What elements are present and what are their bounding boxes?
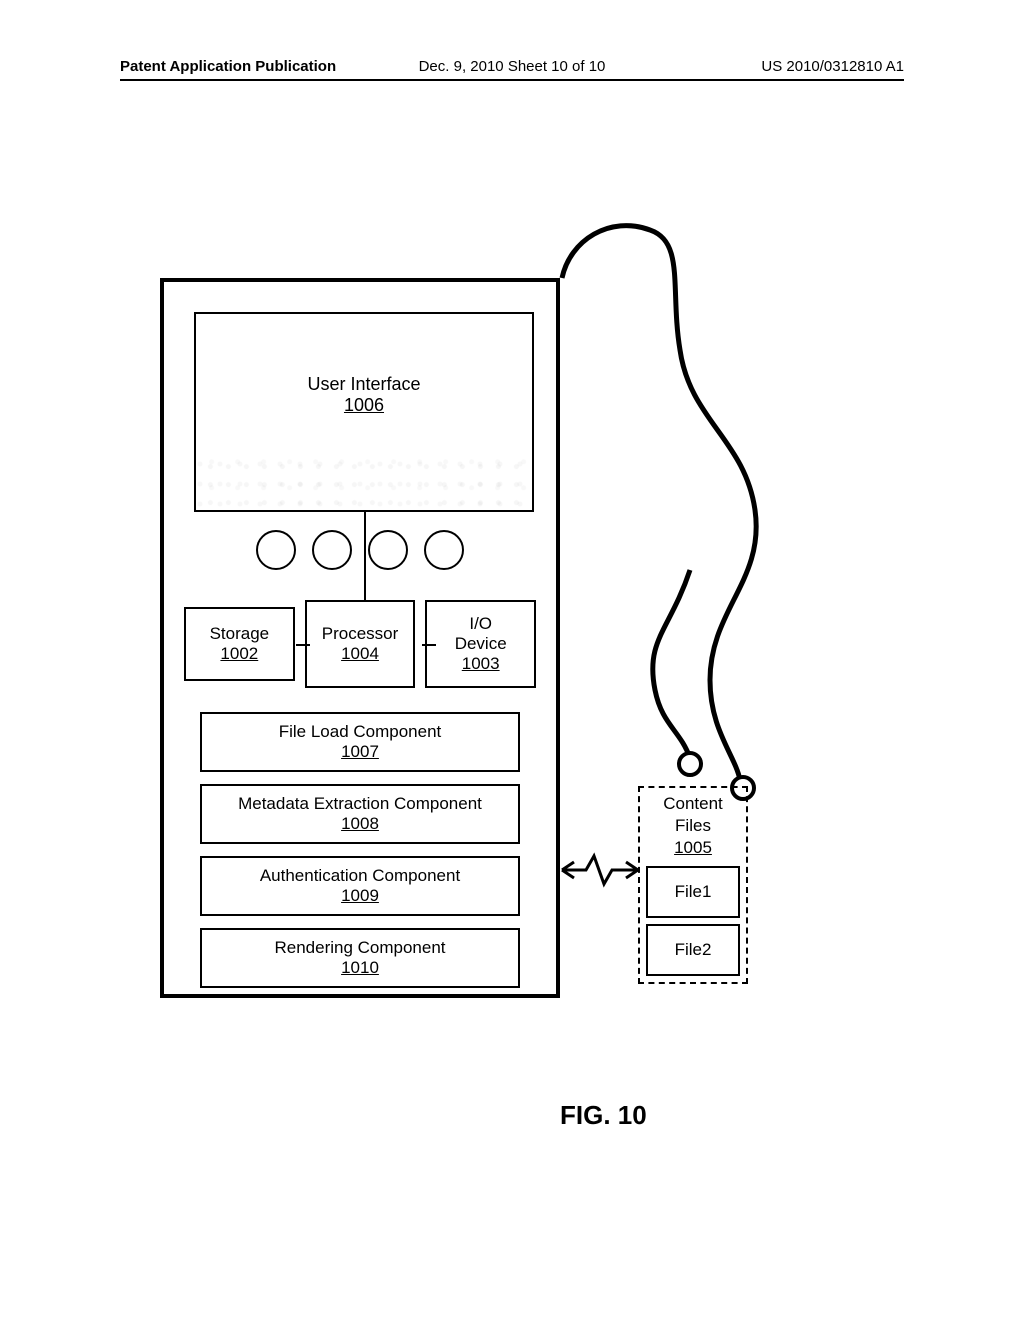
ui-ref: 1006 (196, 395, 532, 416)
device-button (312, 530, 352, 570)
component-ref: 1008 (206, 814, 514, 834)
component-label: Metadata Extraction Component (206, 794, 514, 814)
device-button (256, 530, 296, 570)
core-blocks-row: Storage 1002 Processor 1004 I/O Device 1… (184, 607, 536, 688)
storage-processor-connector (296, 644, 310, 646)
file-load-component-block: File Load Component 1007 (200, 712, 520, 772)
processor-io-connector (422, 644, 436, 646)
io-label-line2: Device (431, 634, 530, 654)
processor-label: Processor (311, 624, 410, 644)
patent-figure-page: Patent Application Publication Dec. 9, 2… (0, 0, 1024, 1320)
device-button (368, 530, 408, 570)
content-files-ref: 1005 (646, 838, 740, 858)
headphone-cable (540, 210, 850, 850)
device-outline: User Interface 1006 Storage 1002 Process… (160, 278, 560, 998)
component-label: Authentication Component (206, 866, 514, 886)
metadata-extraction-component-block: Metadata Extraction Component 1008 (200, 784, 520, 844)
device-buttons-row (164, 530, 556, 570)
device-to-files-connector (560, 850, 640, 890)
component-label: Rendering Component (206, 938, 514, 958)
storage-block: Storage 1002 (184, 607, 295, 681)
component-stack: File Load Component 1007 Metadata Extrac… (200, 712, 520, 988)
content-files-title-l1: Content (646, 794, 740, 814)
content-files-title-l2: Files (646, 816, 740, 836)
content-file-item: File2 (646, 924, 740, 976)
content-files-block: Content Files 1005 File1 File2 (638, 786, 748, 984)
page-header: Patent Application Publication Dec. 9, 2… (120, 58, 904, 81)
user-interface-block: User Interface 1006 (194, 312, 534, 512)
component-ref: 1007 (206, 742, 514, 762)
processor-ref: 1004 (311, 644, 410, 664)
file-label: File2 (675, 940, 712, 959)
figure-label: FIG. 10 (560, 1100, 647, 1131)
io-ref: 1003 (431, 654, 530, 674)
component-ref: 1010 (206, 958, 514, 978)
component-ref: 1009 (206, 886, 514, 906)
rendering-component-block: Rendering Component 1010 (200, 928, 520, 988)
file-label: File1 (675, 882, 712, 901)
device-button (424, 530, 464, 570)
ui-label: User Interface (196, 374, 532, 395)
storage-ref: 1002 (190, 644, 289, 664)
io-label-line1: I/O (431, 614, 530, 634)
component-label: File Load Component (206, 722, 514, 742)
header-right: US 2010/0312810 A1 (761, 58, 904, 75)
authentication-component-block: Authentication Component 1009 (200, 856, 520, 916)
screen-noise-texture (196, 454, 532, 510)
storage-label: Storage (190, 624, 289, 644)
processor-block: Processor 1004 (305, 600, 416, 688)
content-file-item: File1 (646, 866, 740, 918)
header-center: Dec. 9, 2010 Sheet 10 of 10 (419, 58, 606, 75)
header-left: Patent Application Publication (120, 58, 336, 75)
io-device-block: I/O Device 1003 (425, 600, 536, 688)
